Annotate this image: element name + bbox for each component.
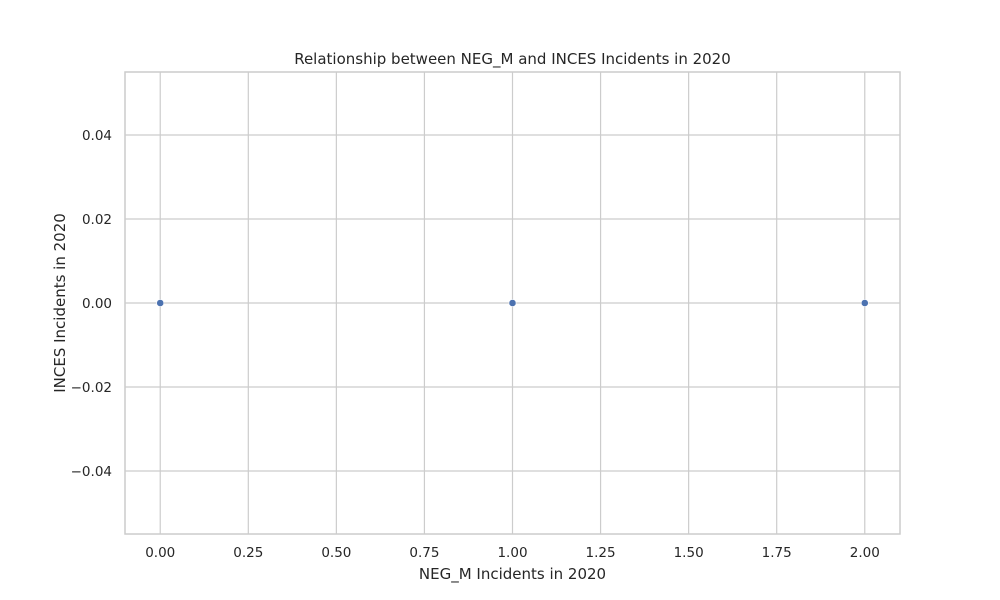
y-tick-label: −0.02 [71,380,112,396]
points-layer [156,299,869,307]
x-tick-label: 2.00 [850,545,880,561]
scatter-point [860,299,869,307]
grid-layer [125,72,900,534]
x-tick-label: 0.00 [145,545,175,561]
x-tick-label: 1.25 [586,545,616,561]
y-tick-label: 0.00 [82,296,112,312]
y-tick-label: 0.04 [82,128,112,144]
chart-title: Relationship between NEG_M and INCES Inc… [294,50,731,69]
x-tick-labels: 0.00 0.25 0.50 0.75 1.00 1.25 1.50 1.75 2.00 [145,545,880,561]
scatter-point [156,299,165,307]
plot-frame [124,71,901,535]
x-tick-label: 1.50 [674,545,704,561]
y-tick-label: 0.02 [82,212,112,228]
x-axis-label: NEG_M Incidents in 2020 [419,565,606,584]
x-tick-label: 0.75 [409,545,439,561]
y-tick-labels: −0.04 −0.02 0.00 0.02 0.04 [71,128,112,480]
x-tick-label: 0.25 [233,545,263,561]
y-axis-label: INCES Incidents in 2020 [51,213,69,393]
x-tick-label: 1.75 [762,545,792,561]
x-tick-label: 0.50 [321,545,351,561]
x-tick-label: 1.00 [497,545,527,561]
scatter-point [508,299,517,307]
y-tick-label: −0.04 [71,464,112,480]
